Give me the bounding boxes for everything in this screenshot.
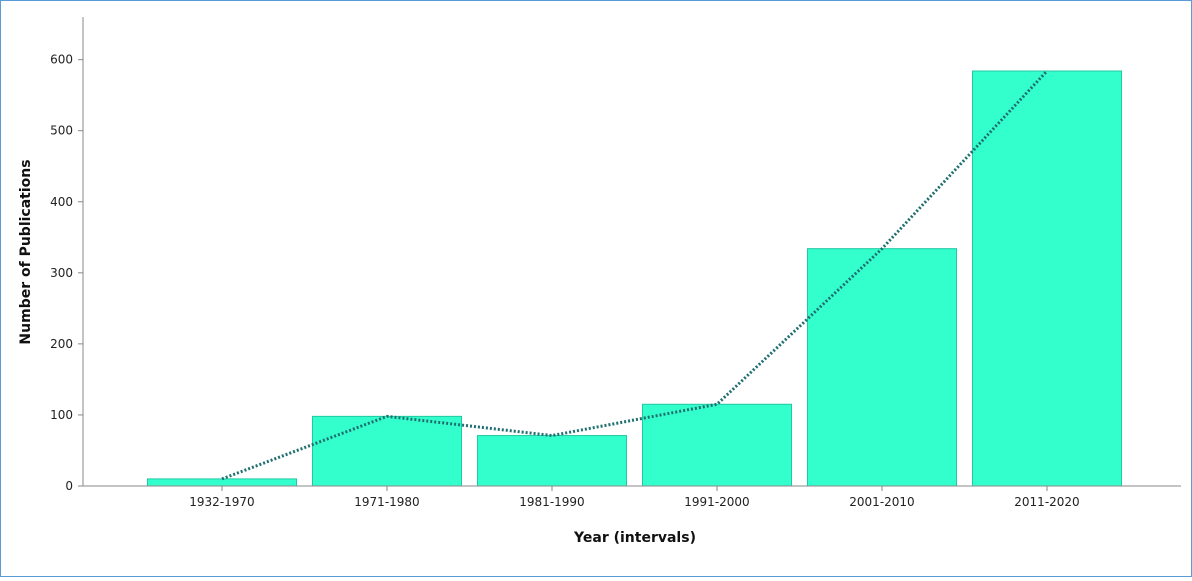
bar-1991-2000 [642,403,792,487]
x-tick-label-2011-2020: 2011-2020 [1014,495,1079,509]
y-tick-label-200: 200 [50,337,73,351]
x-ticks-group: 1932-1970 1971-1980 1981-1990 1991-2000 2001… [189,486,1080,509]
trend-line [221,69,1049,481]
y-tick-label-600: 600 [50,53,73,67]
y-tick-label-0: 0 [65,479,73,493]
bar-1971-1980 [312,415,462,487]
axes-group [82,17,1181,487]
bars-group [147,70,1122,487]
y-ticks-group: 0 100 200 300 400 500 600 [50,53,83,493]
y-tick-label-100: 100 [50,408,73,422]
x-tick-label-1932-1970: 1932-1970 [189,495,254,509]
x-tick-label-1981-1990: 1981-1990 [519,495,584,509]
x-axis-title: Year (intervals) [573,530,696,546]
bar-1981-1990 [477,435,627,487]
trend-line-group [221,69,1049,481]
x-tick-label-1971-1980: 1971-1980 [354,495,419,509]
bar-1932-1970 [147,478,297,487]
x-tick-label-1991-2000: 1991-2000 [684,495,749,509]
y-axis-title: Number of Publications [18,159,34,344]
bar-2011-2020 [972,70,1122,487]
bar-2001-2010 [807,248,957,487]
y-tick-label-400: 400 [50,195,73,209]
y-tick-label-300: 300 [50,266,73,280]
y-tick-label-500: 500 [50,124,73,138]
x-tick-label-2001-2010: 2001-2010 [849,495,914,509]
